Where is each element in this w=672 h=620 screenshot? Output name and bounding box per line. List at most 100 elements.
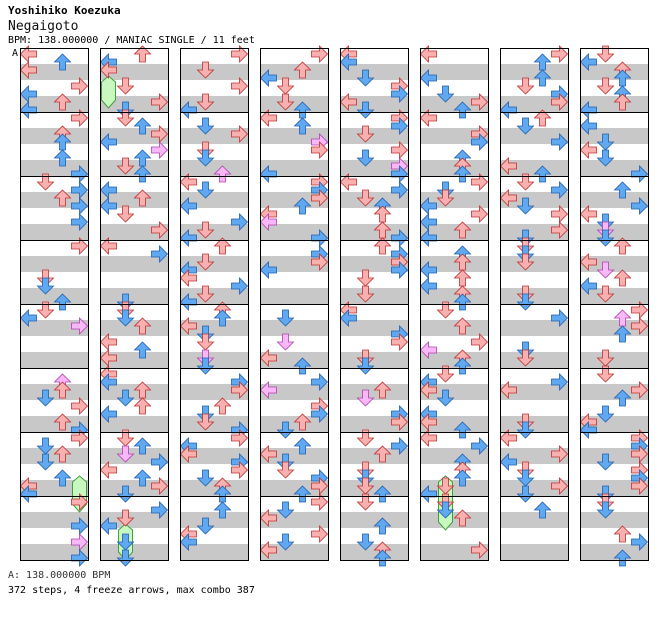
beat-stripe [340, 96, 408, 112]
beat-stripe [340, 320, 408, 336]
beat-stripe [100, 416, 168, 432]
beat-stripe [500, 224, 568, 240]
beat-stripe [100, 128, 168, 144]
beat-stripe [340, 544, 408, 560]
beat-stripe [100, 352, 168, 368]
beat-stripe [420, 64, 488, 80]
beat-stripe [180, 160, 248, 176]
beat-stripe [180, 544, 248, 560]
beat-stripe [500, 192, 568, 208]
beat-stripe [260, 160, 328, 176]
beat-stripe [340, 512, 408, 528]
beat-stripe [420, 448, 488, 464]
beat-stripe [340, 448, 408, 464]
beat-stripe [580, 224, 648, 240]
bpm-summary: A: 138.000000 BPM [8, 570, 111, 581]
beat-stripe [340, 384, 408, 400]
beat-stripe [180, 416, 248, 432]
beat-stripe [500, 384, 568, 400]
beat-stripe [580, 480, 648, 496]
beat-stripe [420, 256, 488, 272]
beat-stripe [260, 320, 328, 336]
beat-stripe [420, 384, 488, 400]
beat-stripe [20, 128, 88, 144]
beat-stripe [100, 224, 168, 240]
measure-box [20, 496, 89, 561]
beat-stripe [420, 512, 488, 528]
beat-stripe [180, 512, 248, 528]
beat-stripe [20, 192, 88, 208]
beat-stripe [180, 128, 248, 144]
measure-box [260, 496, 329, 561]
beat-stripe [580, 128, 648, 144]
beat-stripe [500, 544, 568, 560]
step-arrow-right [471, 333, 488, 351]
beat-stripe [420, 160, 488, 176]
step-arrow-down [277, 333, 294, 351]
beat-stripe [260, 64, 328, 80]
step-arrow-up [454, 269, 471, 287]
beat-stripe [180, 256, 248, 272]
step-arrow-down [357, 269, 374, 287]
beat-stripe [20, 96, 88, 112]
beat-stripe [340, 416, 408, 432]
beat-stripe [580, 416, 648, 432]
beat-stripe [20, 512, 88, 528]
step-arrow-left [100, 461, 117, 479]
beat-stripe [340, 288, 408, 304]
beat-stripe [260, 384, 328, 400]
step-arrow-left [580, 205, 597, 223]
beat-stripe [100, 160, 168, 176]
beat-stripe [100, 480, 168, 496]
step-arrow-up [214, 397, 231, 415]
beat-stripe [500, 160, 568, 176]
song-title: Negaigoto [8, 19, 79, 34]
beat-stripe [180, 64, 248, 80]
step-arrow-right [231, 77, 248, 95]
beat-stripe [580, 320, 648, 336]
beat-stripe [340, 224, 408, 240]
beat-stripe [180, 320, 248, 336]
beat-stripe [420, 352, 488, 368]
beat-stripe [260, 192, 328, 208]
chart-info-line: BPM: 138.000000 / MANIAC SINGLE / 11 fee… [8, 35, 255, 46]
beat-stripe [180, 192, 248, 208]
step-arrow-right [71, 77, 88, 95]
step-stats: 372 steps, 4 freeze arrows, max combo 38… [8, 585, 255, 596]
beat-stripe [580, 352, 648, 368]
beat-stripe [20, 352, 88, 368]
beat-stripe [580, 512, 648, 528]
section-label: A [12, 48, 19, 59]
beat-stripe [100, 448, 168, 464]
beat-stripe [340, 160, 408, 176]
beat-stripe [500, 416, 568, 432]
beat-stripe [580, 192, 648, 208]
beat-stripe [500, 512, 568, 528]
beat-stripe [20, 224, 88, 240]
step-arrow-right [311, 525, 328, 543]
beat-stripe [20, 64, 88, 80]
beat-stripe [100, 288, 168, 304]
beat-stripe [260, 224, 328, 240]
measure-box [100, 496, 169, 561]
measure-box [500, 496, 569, 561]
beat-stripe [20, 448, 88, 464]
step-arrow-right [551, 205, 568, 223]
beat-stripe [580, 160, 648, 176]
step-arrow-down [277, 77, 294, 95]
step-arrow-left [580, 141, 597, 159]
beat-stripe [100, 256, 168, 272]
step-arrow-down [117, 77, 134, 95]
beat-stripe [500, 320, 568, 336]
beat-stripe [180, 352, 248, 368]
beat-stripe [180, 288, 248, 304]
beat-stripe [260, 128, 328, 144]
step-arrow-down [117, 205, 134, 223]
beat-stripe [420, 544, 488, 560]
beat-stripe [500, 256, 568, 272]
beat-stripe [260, 256, 328, 272]
beat-stripe [100, 96, 168, 112]
beat-stripe [580, 288, 648, 304]
beat-stripe [420, 480, 488, 496]
